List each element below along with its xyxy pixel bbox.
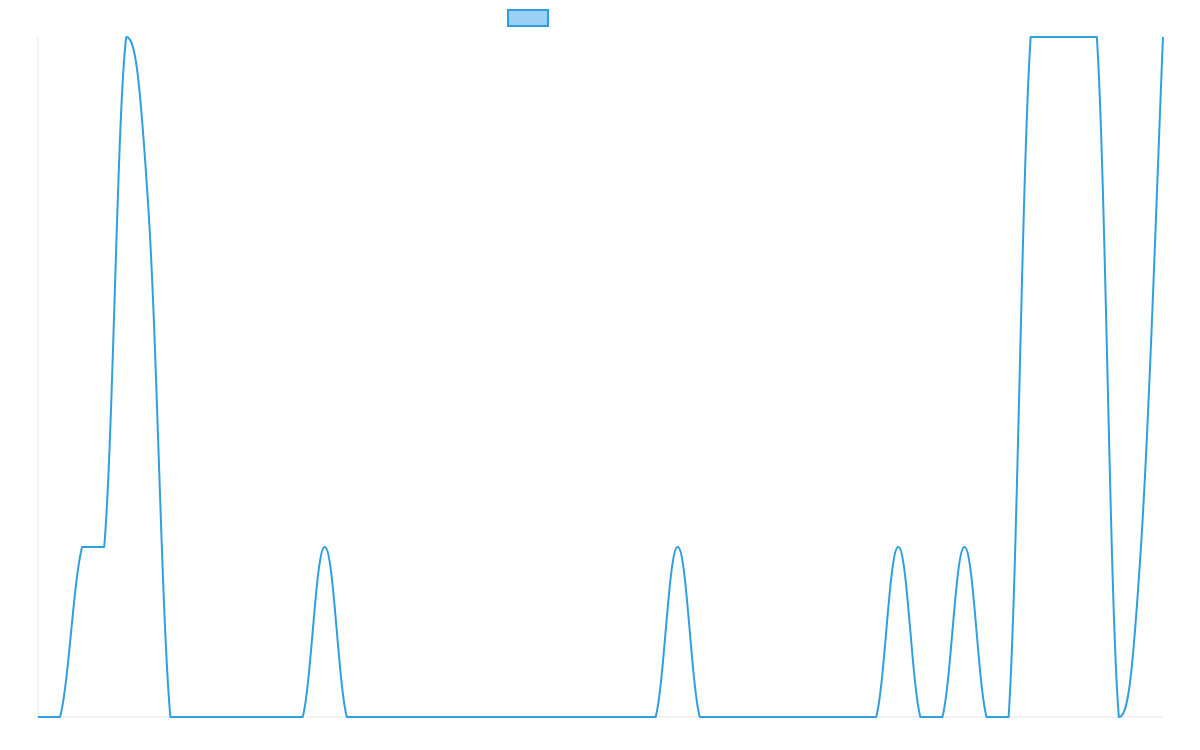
series-line [37,36,1164,719]
axes [37,37,1163,718]
series-layer [37,36,1164,719]
legend-swatch[interactable] [507,9,549,27]
legend[interactable] [507,9,549,27]
